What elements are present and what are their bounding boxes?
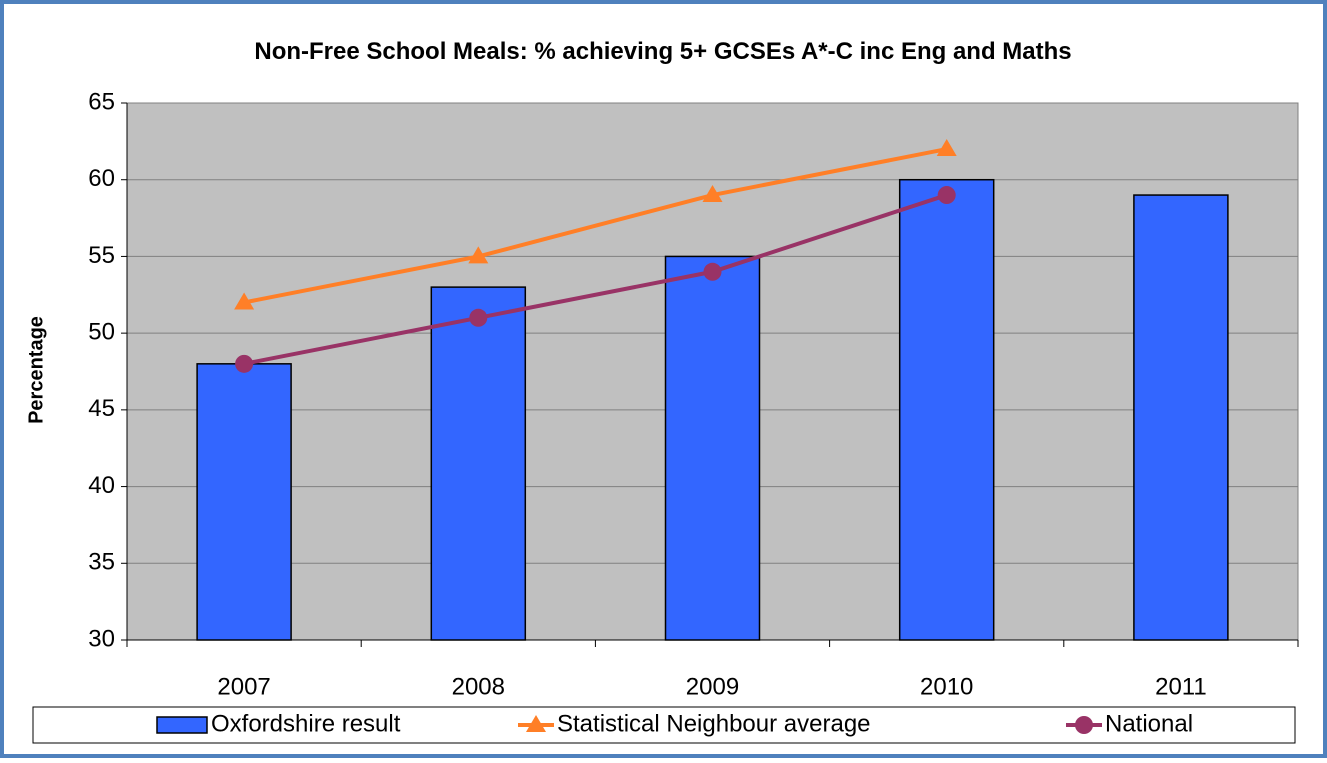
line (243, 193, 948, 366)
legend-label: Statistical Neighbour average (557, 710, 871, 737)
x-tick-label: 2010 (920, 673, 973, 700)
bar (430, 286, 527, 641)
marker (703, 262, 722, 281)
y-tick-label: 60 (88, 165, 115, 192)
bar (196, 363, 292, 641)
marker (468, 246, 489, 264)
legend-marker (1075, 716, 1093, 734)
line (243, 147, 948, 305)
legend-label: National (1105, 710, 1193, 737)
y-tick-label: 50 (88, 318, 115, 345)
bar (898, 178, 995, 641)
y-tick-label: 30 (88, 625, 115, 652)
bar (664, 255, 761, 641)
y-tick-label: 65 (88, 88, 115, 115)
y-tick-label: 45 (88, 395, 115, 422)
bar (1133, 194, 1229, 641)
marker (235, 354, 254, 373)
marker (937, 186, 956, 205)
marker (469, 308, 488, 327)
y-tick-label: 35 (88, 549, 115, 576)
x-tick-label: 2007 (217, 673, 270, 700)
legend-swatch (156, 716, 208, 734)
marker (234, 292, 255, 310)
marker (702, 185, 723, 203)
legend-marker (526, 715, 546, 732)
x-tick-label: 2009 (686, 673, 739, 700)
x-tick-label: 2011 (1155, 673, 1207, 700)
y-tick-label: 40 (88, 472, 115, 499)
marker (936, 139, 957, 157)
y-axis-label: Percentage (25, 316, 47, 424)
legend-label: Oxfordshire result (211, 710, 401, 737)
y-tick-label: 55 (88, 242, 115, 269)
x-tick-label: 2008 (452, 673, 505, 700)
chart-title: Non-Free School Meals: % achieving 5+ GC… (254, 38, 1072, 65)
